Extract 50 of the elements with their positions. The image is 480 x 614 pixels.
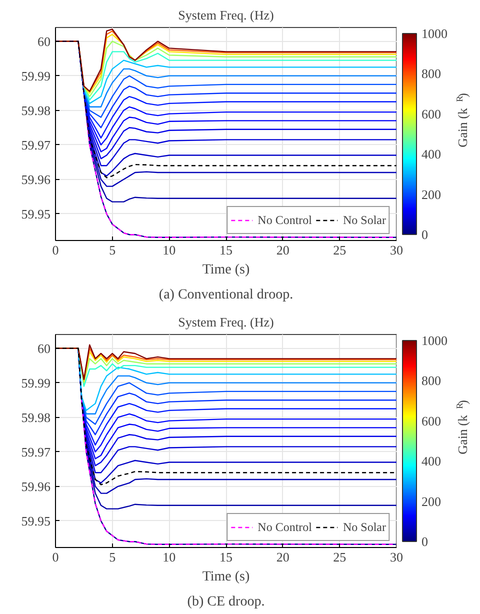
x-axis-title: Time (s) <box>202 570 250 584</box>
color-bar-label: 1000 <box>422 333 448 348</box>
color-bar-label: 600 <box>422 106 441 122</box>
x-tick-label: 10 <box>162 550 176 564</box>
x-tick-label: 10 <box>162 242 176 258</box>
color-bar-label: 400 <box>422 454 441 469</box>
legend-label: No Control <box>258 520 312 534</box>
y-tick-label: 59.99 <box>21 68 50 84</box>
x-tick-label: 20 <box>276 550 290 564</box>
chart-title: System Freq. (Hz) <box>178 8 274 22</box>
text: (a) Conventional droop. <box>158 288 294 302</box>
y-tick-label: 60 <box>38 340 50 356</box>
color-bar-label: 600 <box>422 413 441 428</box>
x-tick-label: 25 <box>333 550 346 564</box>
y-tick-label: 59.95 <box>21 513 50 528</box>
color-bar-label: 0 <box>422 534 428 549</box>
x-tick-label: 25 <box>333 242 346 258</box>
y-tick-label: 59.96 <box>21 172 51 187</box>
legend-label: No Solar <box>343 212 386 228</box>
color-bar-label: 400 <box>422 146 441 162</box>
color-bar-title: Gain (kR) <box>454 92 470 148</box>
color-bar-title: Gain (kR) <box>454 400 470 454</box>
x-tick-label: 0 <box>52 242 59 258</box>
y-tick-label: 59.96 <box>21 478 51 494</box>
text: (b) CE droop. <box>187 594 265 610</box>
color-bar-label: 0 <box>422 227 428 242</box>
color-bar-label: 800 <box>422 66 441 82</box>
y-tick-label: 59.97 <box>21 137 51 152</box>
color-bar-label: 200 <box>422 494 441 509</box>
y-tick-label: 59.95 <box>21 206 50 222</box>
legend-label: No Control <box>258 212 312 228</box>
color-bar-label: 200 <box>422 186 441 202</box>
color-bar-label: 800 <box>422 373 441 388</box>
y-tick-label: 60 <box>38 34 50 49</box>
x-tick-label: 15 <box>220 242 232 258</box>
x-tick-label: 0 <box>52 550 59 564</box>
x-tick-label: 5 <box>109 242 116 258</box>
color-bar-label: 1000 <box>422 26 448 41</box>
x-tick-label: 15 <box>220 550 232 564</box>
y-tick-label: 59.98 <box>21 410 50 425</box>
y-tick-label: 59.99 <box>21 375 50 390</box>
x-tick-label: 5 <box>109 550 116 564</box>
chart-title: System Freq. (Hz) <box>178 314 274 330</box>
x-tick-label: 30 <box>390 242 403 258</box>
x-axis-title: Time (s) <box>202 262 250 278</box>
legend-label: No Solar <box>343 520 386 534</box>
x-tick-label: 20 <box>276 242 290 258</box>
y-tick-label: 59.98 <box>21 102 50 118</box>
y-tick-label: 59.97 <box>21 444 51 460</box>
x-tick-label: 30 <box>390 550 403 564</box>
